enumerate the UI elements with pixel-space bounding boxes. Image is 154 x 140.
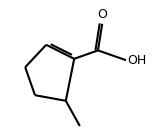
Text: O: O bbox=[97, 8, 107, 21]
Text: OH: OH bbox=[127, 54, 147, 67]
